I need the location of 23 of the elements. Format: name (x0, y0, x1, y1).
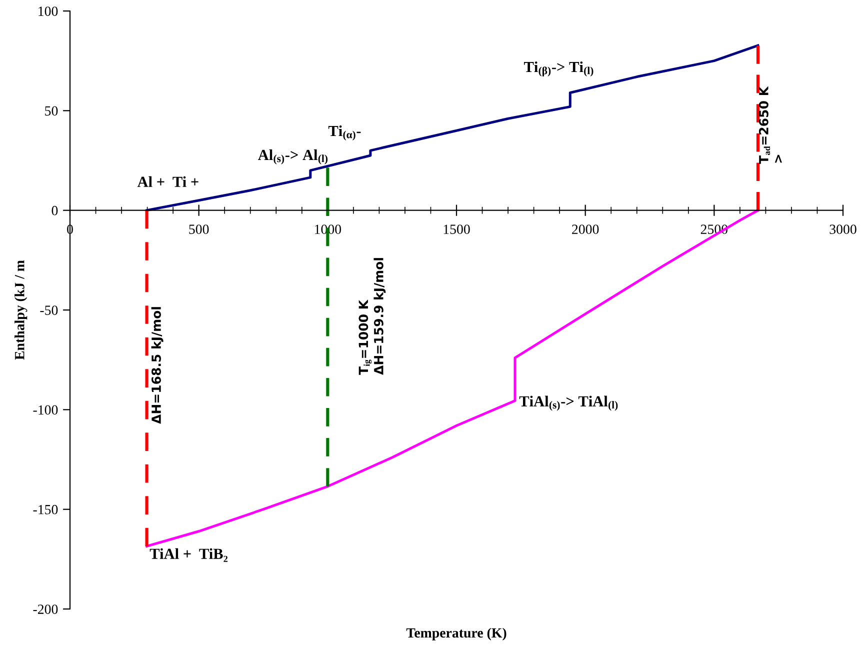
x-tick-label: 500 (189, 224, 209, 234)
y-tick-label: 0 (52, 206, 58, 216)
annotation: TiAl + TiB₂ (150, 548, 228, 562)
y-tick-label: -100 (33, 405, 58, 415)
annotation: T$_{ad}$=2650 K > (758, 86, 782, 164)
annotation: TiAl$_{(s)}$-> TiAl$_{(l)}$ (519, 396, 618, 411)
x-tick-label: 2000 (572, 224, 599, 234)
y-tick-label: -200 (33, 604, 58, 614)
annotation: T$_{ig}$=1000 K ΔH=159.9 kJ/mol (358, 258, 386, 375)
x-tick-label: 3000 (830, 224, 856, 234)
y-tick-label: 50 (45, 106, 58, 116)
x-axis-title: Temperature (K) (406, 628, 506, 640)
y-tick-label: 100 (38, 6, 58, 16)
x-tick-label: 1500 (444, 224, 470, 234)
annotation: Al + Ti + (137, 176, 198, 187)
y-tick-label: -50 (40, 306, 58, 315)
annotation: ΔH=168.5 kJ/mol (151, 307, 164, 424)
annotation: Ti$_{(β)}$-> Ti$_{(l)}$ (524, 61, 594, 76)
annotation: Ti$_{(α)}$- (328, 125, 361, 140)
annotation: Al$_{(s)}$-> Al$_{(l)}$ (258, 149, 328, 164)
y-axis-title: Enthalpy (kJ / m (14, 260, 28, 360)
y-tick-label: -150 (33, 504, 58, 514)
line-series (146, 209, 760, 548)
